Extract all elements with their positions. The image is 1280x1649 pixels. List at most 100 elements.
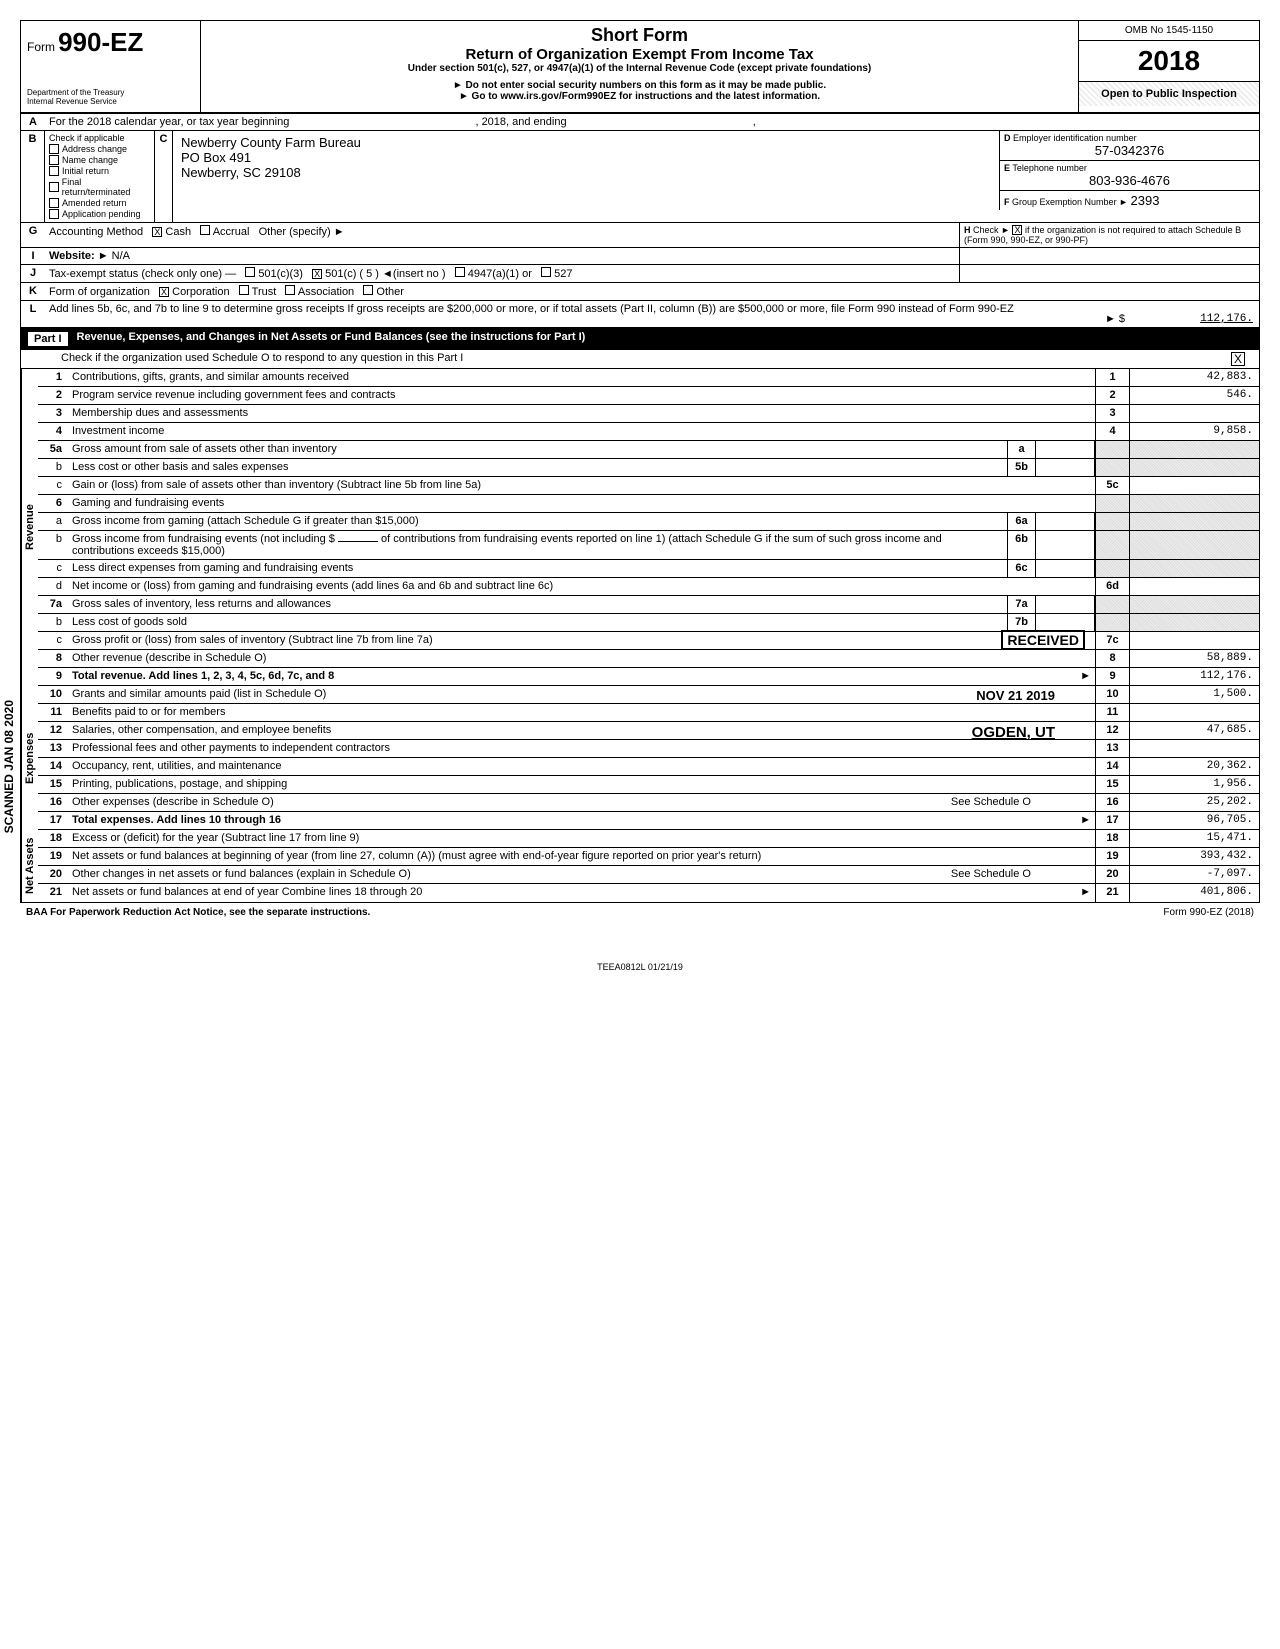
line-6b-blank[interactable] xyxy=(338,541,378,542)
line-b-label: B xyxy=(21,131,45,222)
line-16-amount: 25,202. xyxy=(1129,794,1259,811)
line-1-amount: 42,883. xyxy=(1129,369,1259,386)
line-11-num: 11 xyxy=(38,704,68,721)
subtitle-3: ► Go to www.irs.gov/Form990EZ for instru… xyxy=(209,91,1070,102)
line-6b-box-shade xyxy=(1095,531,1129,559)
line-7c-desc: Gross profit or (loss) from sales of inv… xyxy=(72,634,433,646)
phone-value: 803-936-4676 xyxy=(1004,173,1255,188)
line-3-amount xyxy=(1129,405,1259,422)
line-5a-num: 5a xyxy=(38,441,68,458)
net-assets-vertical-label: Net Assets xyxy=(21,830,38,902)
cb-501c-other[interactable]: X xyxy=(312,269,322,279)
line-h-text1: Check ► xyxy=(973,225,1010,235)
line-17-box: 17 xyxy=(1095,812,1129,829)
line-12-num: 12 xyxy=(38,722,68,739)
line-6a-mid: 6a xyxy=(1007,513,1035,530)
line-16-desc: Other expenses (describe in Schedule O) xyxy=(72,796,274,808)
line-d-label: D xyxy=(1004,133,1011,143)
line-7c-amount xyxy=(1129,632,1259,649)
cb-schedule-o-used[interactable]: X xyxy=(1231,352,1245,366)
line-7c-box: 7c xyxy=(1095,632,1129,649)
line-15-num: 15 xyxy=(38,776,68,793)
cb-4947a1[interactable] xyxy=(455,267,465,277)
line-11-desc: Benefits paid to or for members xyxy=(68,704,1095,721)
line-6-amount-shade xyxy=(1129,495,1259,512)
label-corporation: Corporation xyxy=(172,286,229,298)
line-g-text: Accounting Method xyxy=(49,226,143,238)
cb-initial-return[interactable] xyxy=(49,166,59,176)
net-assets-section: Net Assets 18Excess or (deficit) for the… xyxy=(21,830,1259,902)
line-10-num: 10 xyxy=(38,686,68,703)
cb-application-pending-label: Application pending xyxy=(62,209,141,219)
cb-501c3[interactable] xyxy=(245,267,255,277)
line-10-desc: Grants and similar amounts paid (list in… xyxy=(72,688,326,700)
footer: BAA For Paperwork Reduction Act Notice, … xyxy=(20,903,1260,922)
line-19-desc: Net assets or fund balances at beginning… xyxy=(68,848,1095,865)
line-21-desc: Net assets or fund balances at end of ye… xyxy=(72,886,422,898)
form-header: Form 990-EZ Department of the Treasury I… xyxy=(21,21,1259,114)
accrual-label: Accrual xyxy=(213,226,250,238)
cb-trust[interactable] xyxy=(239,285,249,295)
cb-name-change[interactable] xyxy=(49,155,59,165)
line-15-desc: Printing, publications, postage, and shi… xyxy=(68,776,1095,793)
cb-no-schedule-b[interactable]: X xyxy=(1012,225,1022,235)
label-527: 527 xyxy=(554,268,572,280)
cb-address-change[interactable] xyxy=(49,144,59,154)
cb-amended-return[interactable] xyxy=(49,198,59,208)
line-11-box: 11 xyxy=(1095,704,1129,721)
group-exemption-value: 2393 xyxy=(1131,193,1160,208)
line-5c-box: 5c xyxy=(1095,477,1129,494)
cb-association[interactable] xyxy=(285,285,295,295)
subtitle-1: Under section 501(c), 527, or 4947(a)(1)… xyxy=(209,63,1070,74)
cb-cash[interactable]: X xyxy=(152,227,162,237)
line-3-num: 3 xyxy=(38,405,68,422)
line-20-box: 20 xyxy=(1095,866,1129,883)
line-k-label: K xyxy=(21,283,45,300)
line-18-num: 18 xyxy=(38,830,68,847)
line-19-amount: 393,432. xyxy=(1129,848,1259,865)
cb-other-org[interactable] xyxy=(363,285,373,295)
footer-code: TEEA0812L 01/21/19 xyxy=(20,962,1260,972)
cb-final-return[interactable] xyxy=(49,182,59,192)
revenue-vertical-label: Revenue xyxy=(21,369,38,686)
line-i-label: I xyxy=(21,248,45,264)
line-6c-mid: 6c xyxy=(1007,560,1035,577)
cb-name-change-label: Name change xyxy=(62,155,118,165)
line-a-end: , xyxy=(753,116,756,128)
cb-address-change-label: Address change xyxy=(62,144,127,154)
line-8-num: 8 xyxy=(38,650,68,667)
line-9-num: 9 xyxy=(38,668,68,685)
line-7b-midval xyxy=(1035,614,1095,631)
line-6c-num: c xyxy=(38,560,68,577)
cb-corporation[interactable]: X xyxy=(159,287,169,297)
form-990ez: Form 990-EZ Department of the Treasury I… xyxy=(20,20,1260,903)
cb-accrual[interactable] xyxy=(200,225,210,235)
line-5b-desc: Less cost or other basis and sales expen… xyxy=(68,459,1007,476)
line-6a-midval xyxy=(1035,513,1095,530)
part-1-label: Part I xyxy=(27,331,69,347)
label-trust: Trust xyxy=(252,286,277,298)
cb-application-pending[interactable] xyxy=(49,209,59,219)
label-association: Association xyxy=(298,286,354,298)
cb-amended-return-label: Amended return xyxy=(62,198,127,208)
line-6b-midval xyxy=(1035,531,1095,559)
label-501c-other: 501(c) ( 5 ) ◄(insert no ) xyxy=(325,268,445,280)
line-6b-mid: 6b xyxy=(1007,531,1035,559)
form-number: 990-EZ xyxy=(58,27,143,57)
line-7b-mid: 7b xyxy=(1007,614,1035,631)
line-19-num: 19 xyxy=(38,848,68,865)
line-20-num: 20 xyxy=(38,866,68,883)
line-a-text: For the 2018 calendar year, or tax year … xyxy=(49,116,289,128)
line-7a-num: 7a xyxy=(38,596,68,613)
line-13-desc: Professional fees and other payments to … xyxy=(68,740,1095,757)
line-2-amount: 546. xyxy=(1129,387,1259,404)
line-5b-mid: 5b xyxy=(1007,459,1035,476)
line-4-amount: 9,858. xyxy=(1129,423,1259,440)
line-7b-desc: Less cost of goods sold xyxy=(68,614,1007,631)
line-7c-num: c xyxy=(38,632,68,649)
schedule-o-note-16: See Schedule O xyxy=(951,796,1031,808)
line-5a-amount-shade xyxy=(1129,441,1259,458)
cb-527[interactable] xyxy=(541,267,551,277)
line-3-box: 3 xyxy=(1095,405,1129,422)
line-6c-desc: Less direct expenses from gaming and fun… xyxy=(68,560,1007,577)
